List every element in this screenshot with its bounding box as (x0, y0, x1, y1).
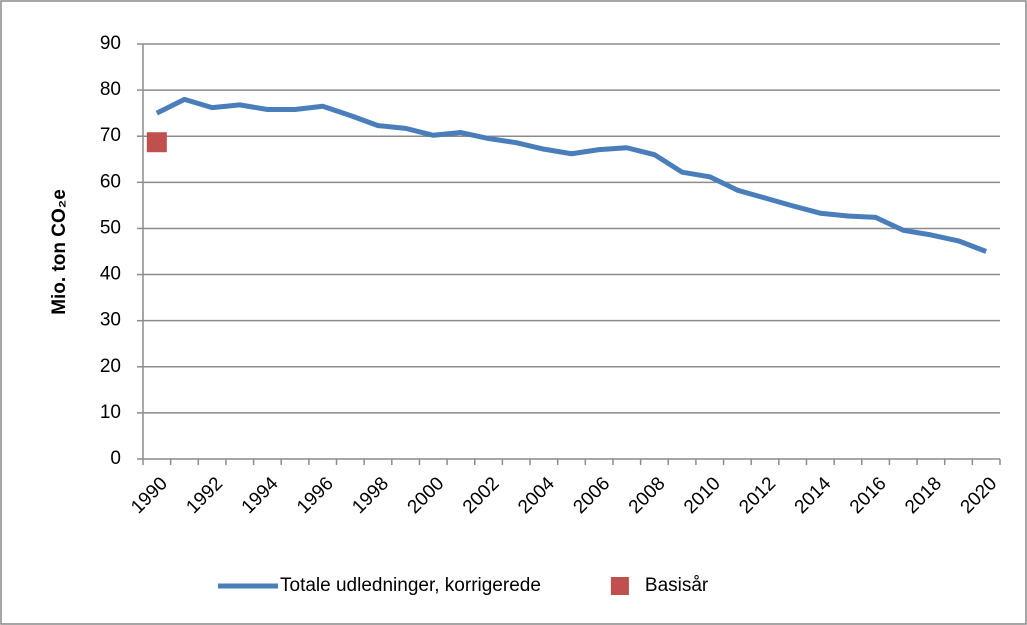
y-tick-label: 0 (110, 448, 121, 469)
data-marker (146, 132, 167, 153)
legend-label: Totale udledninger, korrigerede (280, 575, 541, 596)
y-tick-label: 40 (100, 264, 121, 285)
y-tick-label: 90 (100, 33, 121, 54)
y-tick-label: 50 (100, 217, 121, 238)
y-axis-label: Mio. ton CO₂e (49, 189, 70, 315)
legend-swatch (610, 577, 629, 595)
y-tick-label: 30 (100, 310, 121, 331)
legend-label: Basisår (645, 575, 709, 596)
y-tick-label: 60 (100, 171, 121, 192)
y-tick-label: 20 (100, 356, 121, 377)
y-tick-label: 70 (100, 125, 121, 146)
data-line (155, 96, 988, 254)
y-tick-label: 10 (100, 402, 121, 423)
y-tick-label: 80 (100, 79, 121, 100)
